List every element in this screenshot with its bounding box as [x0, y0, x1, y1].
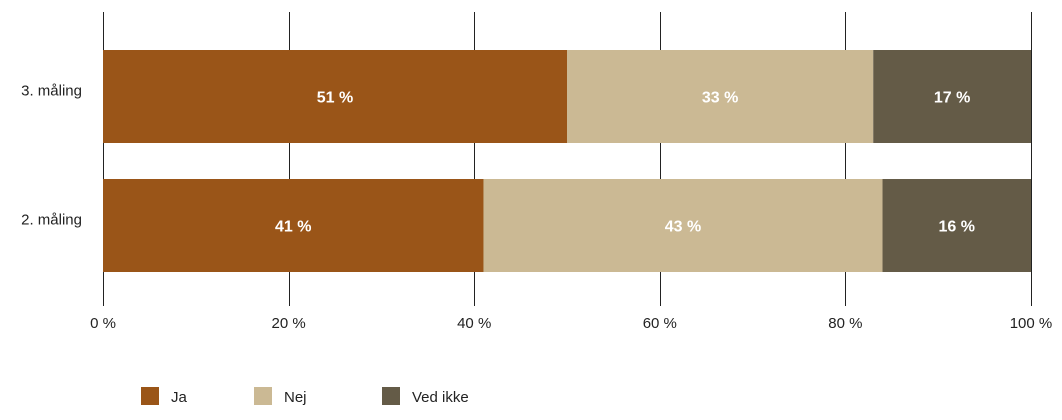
x-tick-label-20: 20 % [271, 315, 305, 332]
bar-segment-1-3 [873, 50, 1031, 143]
bar-segment-1-1 [103, 50, 567, 143]
bar-segment-2-1 [103, 179, 484, 272]
data-label-2-1: 41 % [275, 219, 311, 236]
legend: Ja Nej Ved ikke [141, 387, 469, 406]
data-labels: 51 % 33 % 17 % 41 % 43 % 16 % [275, 90, 975, 236]
legend-label-3: Ved ikke [412, 389, 469, 406]
legend-label-2: Nej [284, 389, 307, 406]
bar-segment-2-2 [483, 179, 883, 272]
data-label-1-1: 51 % [317, 90, 353, 107]
x-tick-label-100: 100 % [1010, 315, 1053, 332]
data-label-2-2: 43 % [665, 219, 701, 236]
data-label-2-3: 16 % [939, 219, 975, 236]
legend-swatch-2 [254, 387, 272, 405]
category-label-1: 3. måling [21, 83, 82, 100]
data-label-1-2: 33 % [702, 90, 738, 107]
legend-swatch-3 [382, 387, 400, 405]
bar-segment-2-3 [882, 179, 1031, 272]
x-tick-label-0: 0 % [90, 315, 116, 332]
bar-segment-1-2 [567, 50, 874, 143]
x-tick-label-40: 40 % [457, 315, 491, 332]
bar-segments [103, 50, 1031, 272]
category-labels: 3. måling 2. måling [21, 83, 82, 229]
legend-swatch-1 [141, 387, 159, 405]
legend-label-1: Ja [171, 389, 188, 406]
x-tick-label-60: 60 % [643, 315, 677, 332]
category-label-2: 2. måling [21, 212, 82, 229]
x-tick-label-80: 80 % [828, 315, 862, 332]
data-label-1-3: 17 % [934, 90, 970, 107]
x-axis-tick-labels: 0 % 20 % 40 % 60 % 80 % 100 % [90, 315, 1052, 332]
